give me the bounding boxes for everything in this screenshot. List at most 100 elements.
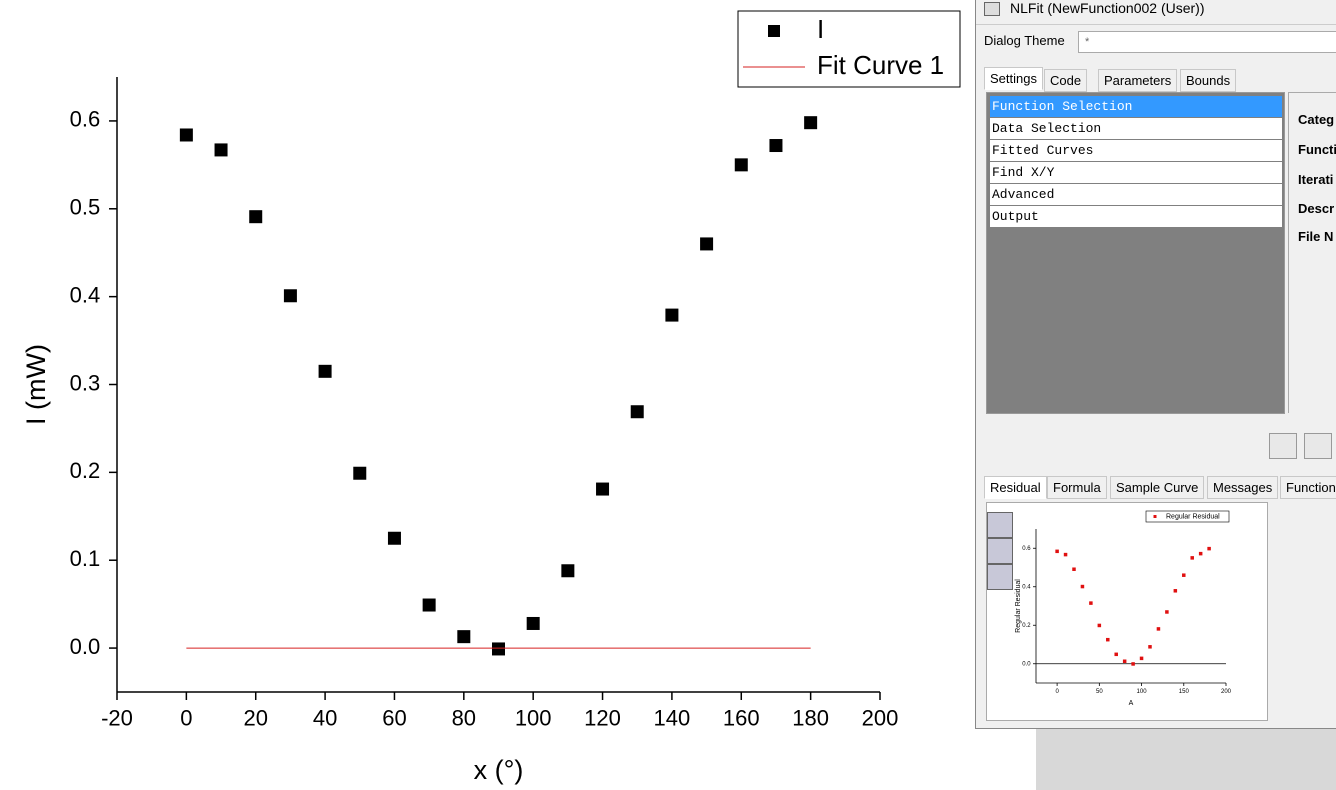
- zoom-in-button[interactable]: [987, 512, 1013, 538]
- data-point: [1165, 610, 1169, 614]
- data-point: [1106, 637, 1110, 642]
- data-point: [1072, 567, 1076, 571]
- fx-button[interactable]: [1304, 433, 1332, 459]
- data-point: [1139, 656, 1144, 661]
- page-item[interactable]: Output: [990, 206, 1282, 227]
- data-point: [179, 128, 193, 142]
- data-point: [1055, 549, 1059, 554]
- data-point: [353, 466, 367, 480]
- window-icon: [984, 2, 1000, 16]
- x-tick-label: 40: [313, 706, 337, 731]
- data-point: [1190, 556, 1194, 560]
- settings-panel: [1288, 92, 1336, 413]
- data-point: [526, 616, 540, 630]
- zoom-out-button[interactable]: [987, 538, 1013, 564]
- x-tick-label: 50: [1096, 689, 1103, 695]
- residual-panel: [986, 502, 1268, 721]
- tab[interactable]: Parameters: [1098, 69, 1178, 92]
- data-point: [249, 210, 263, 224]
- data-point: [561, 564, 575, 578]
- data-point: [1148, 645, 1152, 649]
- x-tick-label: 150: [1179, 689, 1190, 695]
- chart: -20 0 20 40 60 80 100 120 140 160 180 200 0.0 0.1 0.2 0…: [21, 10, 961, 785]
- field-label: Categ: [1298, 112, 1335, 127]
- y-tick-label: 0.2: [1022, 623, 1031, 629]
- x-tick-label: 80: [452, 706, 476, 731]
- bottom-tab[interactable]: Messages: [1207, 476, 1279, 499]
- x-tick-label: 60: [382, 706, 406, 731]
- y-tick-label: 0.6: [70, 107, 101, 132]
- data-point: [630, 405, 644, 419]
- page-item[interactable]: Data Selection: [990, 118, 1282, 139]
- x-tick-label: 120: [584, 706, 621, 731]
- x-axis-title: A: [1129, 700, 1134, 707]
- data-point: [214, 143, 228, 157]
- data-point: [1063, 552, 1068, 557]
- theme-select[interactable]: *: [1078, 31, 1336, 53]
- data-point: [457, 630, 471, 644]
- data-point: [283, 289, 297, 303]
- y-tick-label: 0.2: [70, 458, 101, 483]
- x-tick-label: 180: [792, 706, 829, 731]
- residual-chart: 0 50 100 150 200 0.0 0.2 0.4 0.6 A Regular Residua…: [1015, 510, 1232, 707]
- legend-marker: [768, 25, 780, 37]
- bottom-tab[interactable]: Sample Curve: [1110, 476, 1205, 499]
- legend-marker: [1153, 515, 1157, 518]
- page-item[interactable]: Fitted Curves: [990, 140, 1282, 161]
- bottom-tab[interactable]: Residual: [984, 476, 1047, 499]
- x-tick-label: 160: [723, 706, 760, 731]
- field-label: Iterati: [1298, 172, 1334, 187]
- data-point: [596, 482, 610, 496]
- separator: [976, 24, 1336, 25]
- data-point: [1156, 627, 1161, 631]
- x-tick-label: 20: [243, 706, 267, 731]
- y-axis-title: Regular Residual: [1015, 579, 1022, 633]
- x-tick-label: 0: [1055, 689, 1059, 695]
- theme-label: Dialog Theme: [984, 33, 1065, 48]
- data-point: [422, 598, 436, 612]
- window-title: NLFit (NewFunction002 (User)): [1010, 0, 1205, 16]
- x-tick-label: 200: [862, 706, 899, 731]
- bottom-tab[interactable]: Function: [1280, 476, 1336, 499]
- y-tick-label: 0.4: [70, 282, 101, 307]
- data-point: [1114, 652, 1118, 657]
- y-tick-label: 0.1: [70, 546, 101, 571]
- legend-box: [1145, 510, 1230, 523]
- x-tick-label: -20: [101, 706, 133, 731]
- legend-box: [737, 10, 961, 88]
- x-axis-title: x (°): [474, 755, 524, 785]
- data-point: [665, 308, 679, 322]
- page-item[interactable]: Find X/Y: [990, 162, 1282, 183]
- x-tick-label: 100: [1137, 689, 1148, 695]
- y-tick-label: 0.5: [70, 195, 101, 220]
- x-tick-label: 0: [180, 706, 192, 731]
- y-tick-label: 0.3: [70, 370, 101, 395]
- x-tick-label: 200: [1221, 689, 1232, 695]
- nlfit-dialog: NLFit (NewFunction002 (User)) Dialog The…: [975, 0, 1336, 729]
- data-point: [1080, 584, 1085, 589]
- y-tick-label: 0.0: [1022, 661, 1031, 667]
- data-point: [318, 364, 332, 378]
- field-label: Descr: [1298, 201, 1335, 216]
- page-item[interactable]: Advanced: [990, 184, 1282, 205]
- bottom-tab[interactable]: Formula: [1047, 476, 1107, 499]
- y-tick-label: 0.6: [1022, 546, 1031, 552]
- data-point: [1122, 659, 1127, 663]
- data-point: [1089, 601, 1093, 605]
- page-item[interactable]: Function Selection: [990, 96, 1282, 117]
- field-label: File N: [1298, 229, 1334, 244]
- x-tick-label: 100: [515, 706, 552, 731]
- select-button[interactable]: [987, 564, 1013, 590]
- tab[interactable]: Settings: [984, 67, 1043, 90]
- data-point: [734, 158, 748, 172]
- background-area: [1036, 729, 1336, 790]
- fx-button[interactable]: [1269, 433, 1297, 459]
- tab[interactable]: Bounds: [1180, 69, 1237, 92]
- data-point: [769, 139, 783, 153]
- y-tick-label: 0.0: [70, 634, 101, 659]
- data-point: [1207, 546, 1211, 551]
- tab[interactable]: Code: [1044, 69, 1088, 92]
- y-axis-title: I (mW): [21, 344, 51, 425]
- page-list: Function Selection Data Selection Fitted…: [986, 92, 1285, 414]
